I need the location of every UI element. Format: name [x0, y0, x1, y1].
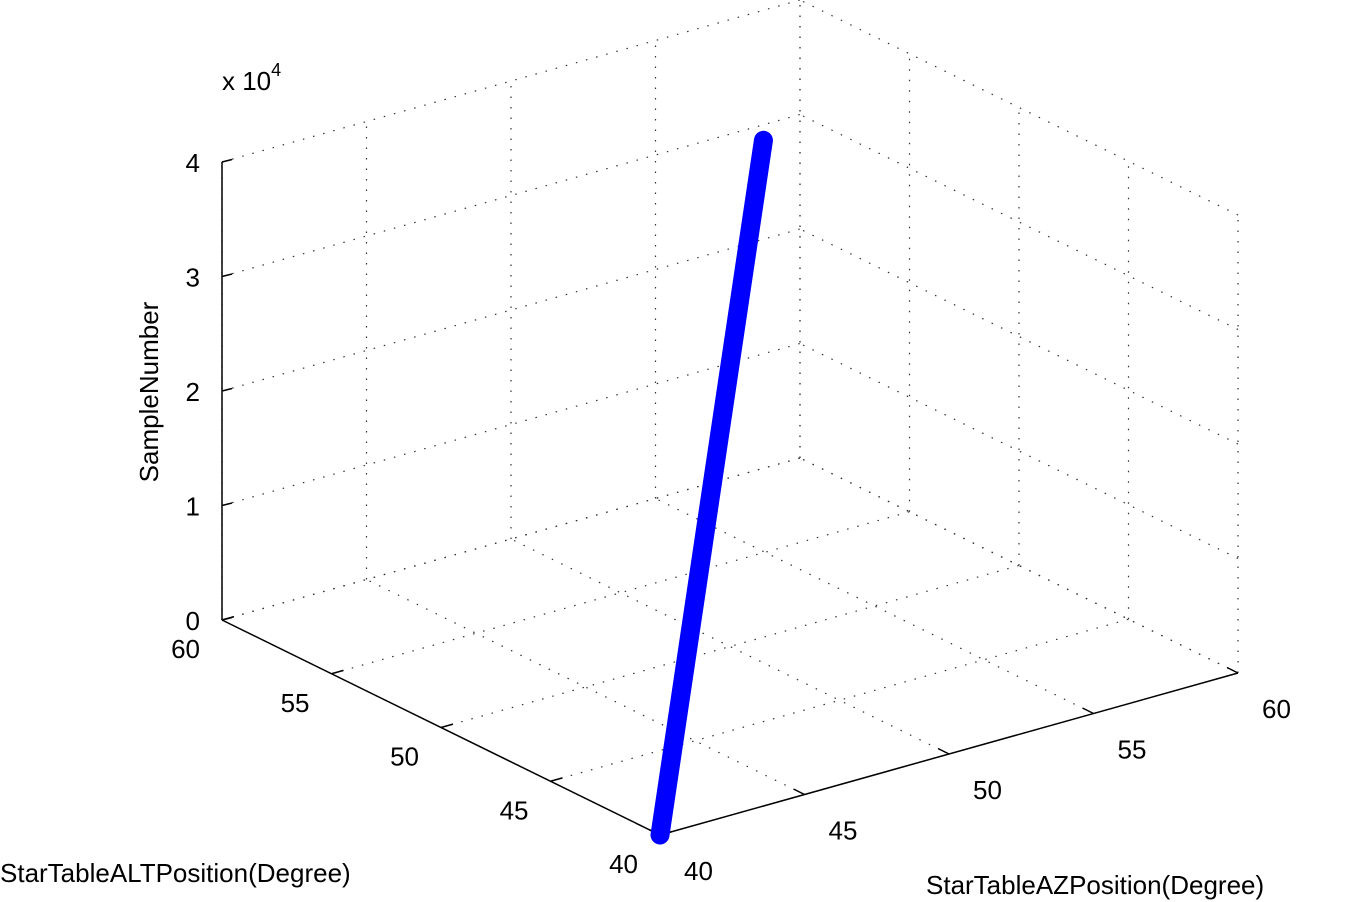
z-tick-label: 1: [186, 492, 200, 522]
az-tick-label: 45: [829, 816, 858, 846]
z-tick: [221, 273, 233, 278]
alt-tick-label: 50: [390, 742, 419, 772]
alt-tick-label: 55: [281, 688, 310, 718]
grid-line: [221, 228, 801, 392]
alt-tick-label: 40: [609, 849, 638, 879]
az-tick: [1082, 707, 1094, 715]
series-line-0: [650, 130, 773, 845]
z-tick: [221, 387, 233, 392]
tick-labels: 0 1 2 3 4 40 45 50 55 60 40 45 50 55 60: [171, 148, 1291, 886]
z-tick-label: 0: [186, 606, 200, 636]
az-tick: [1226, 666, 1239, 674]
az-axis-label: StarTableAZPosition(Degree): [926, 870, 1264, 900]
z-axis-label: SampleNumber: [134, 301, 164, 482]
alt-tick: [331, 669, 344, 675]
alt-tick-label: 60: [171, 634, 200, 664]
z-multiplier: x 104: [222, 60, 281, 96]
grid-line: [366, 578, 805, 796]
grid-line: [440, 564, 1020, 729]
az-tick-label: 55: [1118, 735, 1147, 765]
z-tick: [221, 158, 233, 163]
grid-line: [510, 538, 950, 755]
az-tick-label: 50: [973, 775, 1002, 805]
z-tick-label: 2: [186, 377, 200, 407]
alt-tick: [550, 777, 563, 782]
alt-tick-label: 45: [500, 795, 529, 825]
alt-tick: [221, 615, 235, 621]
z-tick: [221, 502, 233, 507]
az-tick-label: 40: [684, 856, 713, 886]
z-tick-label: 4: [186, 148, 200, 178]
az-tick: [793, 788, 805, 796]
axes: [221, 158, 1239, 836]
data-series: [650, 130, 773, 845]
az-tick: [937, 747, 950, 755]
alt-axis-label: StarTableALTPosition(Degree): [0, 858, 351, 888]
alt-tick: [440, 723, 454, 729]
grid-line: [331, 511, 910, 675]
grid-line: [799, 113, 1239, 331]
grid-line: [550, 618, 1129, 782]
grid-line: [799, 228, 1239, 445]
z-tick-label: 3: [186, 263, 200, 293]
grid-line: [655, 497, 1094, 715]
az-tick-label: 60: [1262, 694, 1291, 724]
